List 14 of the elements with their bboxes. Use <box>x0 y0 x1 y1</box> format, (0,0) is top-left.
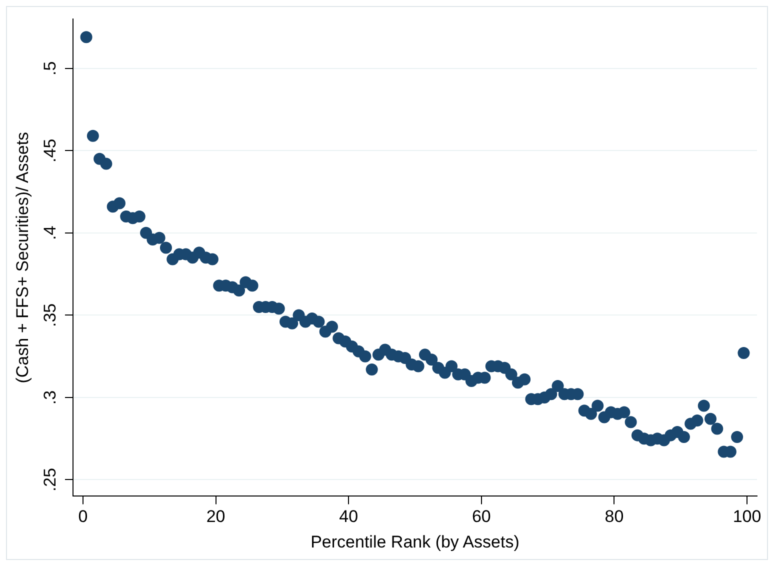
y-tick-label: .5 <box>40 61 60 76</box>
y-tick-label: .25 <box>40 468 60 492</box>
x-tick-label: 20 <box>206 507 226 526</box>
y-axis-title: (Cash + FFS+ Securities)/ Assets <box>12 132 32 384</box>
y-tick-label: .4 <box>40 226 60 240</box>
x-tick-label: 60 <box>472 507 491 526</box>
x-tick-label: 80 <box>604 507 624 526</box>
x-tick-label: 100 <box>732 507 762 526</box>
x-tick-label: 0 <box>78 507 88 526</box>
y-tick-label: .3 <box>40 390 60 405</box>
y-tick-label: .35 <box>40 303 60 328</box>
x-tick-label: 40 <box>339 507 358 526</box>
x-axis-title: Percentile Rank (by Assets) <box>310 532 520 552</box>
y-tick-label: .45 <box>40 138 60 162</box>
